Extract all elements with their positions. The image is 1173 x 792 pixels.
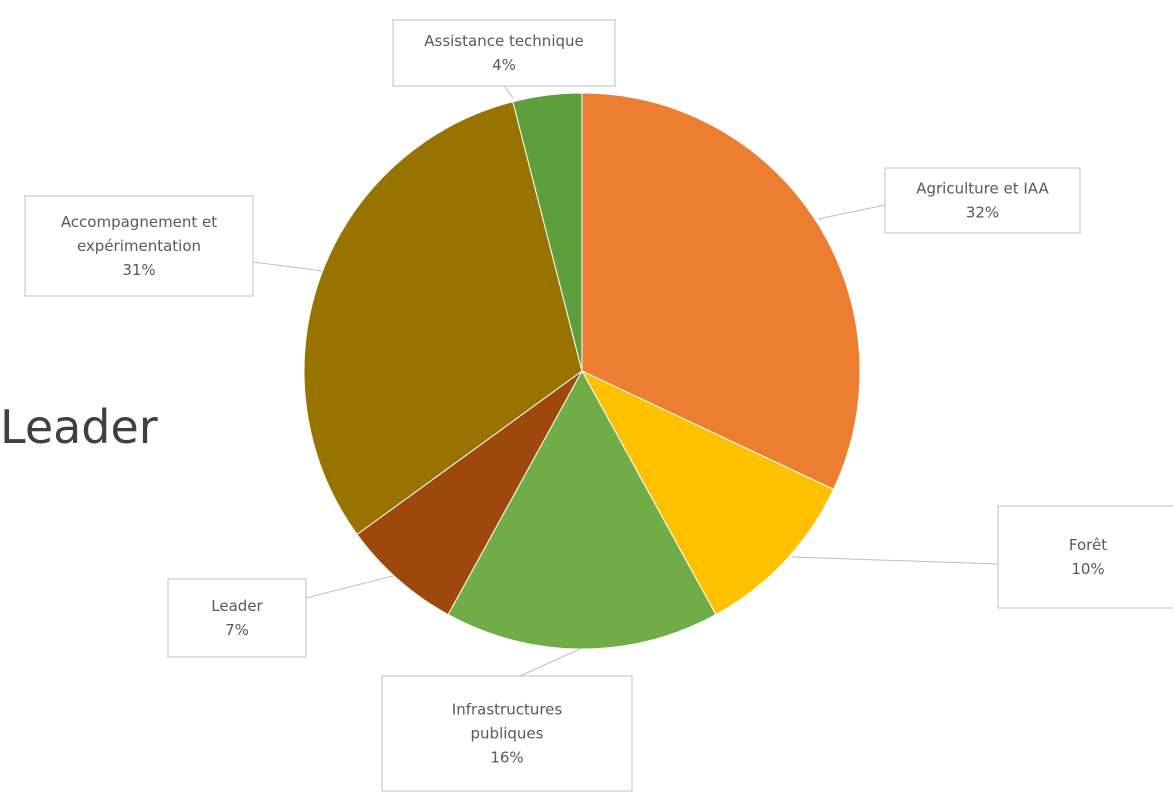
pie-slices [303, 92, 861, 650]
pie-slice-leader [356, 370, 583, 616]
data-label-category: publiques [471, 725, 544, 743]
data-label-value: 32% [966, 204, 999, 222]
data-label-category: Assistance technique [424, 32, 584, 50]
data-label-value: 4% [492, 56, 516, 74]
data-label-foret: Forêt 10% [997, 505, 1173, 609]
data-label-box [884, 167, 1081, 234]
data-label-category: Agriculture et IAA [916, 180, 1049, 198]
data-label-accompagnement-et-experimentation: Accompagnement et expérimentation 31% [24, 195, 254, 297]
data-label-value: 7% [225, 621, 249, 639]
background-title: Leader [0, 400, 158, 454]
data-label-category: expérimentation [77, 237, 201, 255]
pie-slice-agriculture-et-iaa [581, 92, 861, 491]
data-label-value: 16% [490, 749, 523, 767]
leader-line-foret [791, 556, 999, 565]
data-label-value: 31% [122, 261, 155, 279]
pie-slice-foret [580, 369, 835, 616]
data-label-callouts: Agriculture et IAA 32% Forêt 10% Infrastruct… [24, 19, 1173, 792]
data-label-category: Forêt [1069, 536, 1107, 554]
data-label-leader: Leader 7% [167, 578, 307, 658]
leader-line-accompagnement-et-experimentation [252, 261, 323, 272]
leader-line-assistance-technique [503, 85, 514, 99]
data-label-agriculture-et-iaa: Agriculture et IAA 32% [884, 167, 1081, 234]
data-label-infrastructures-publiques: Infrastructures publiques 16% [381, 675, 633, 792]
data-label-box [24, 195, 254, 297]
data-label-box [392, 19, 616, 87]
data-label-category: Leader [211, 597, 263, 615]
pie-slice-infrastructures-publiques [447, 369, 717, 650]
data-label-assistance-technique: Assistance technique 4% [392, 19, 616, 87]
leader-line-leader [305, 575, 394, 599]
data-label-category: Accompagnement et [61, 213, 217, 231]
data-label-box [167, 578, 307, 658]
leader-line-infrastructures-publiques [519, 647, 583, 677]
leader-line-agriculture-et-iaa [817, 204, 886, 220]
pie-slice-assistance-technique [512, 92, 583, 372]
pie-slice-accompagnement-et-experimentation [303, 101, 583, 536]
data-label-box [381, 675, 633, 792]
leader-lines [252, 85, 999, 677]
data-label-category: Infrastructures [452, 701, 563, 719]
data-label-value: 10% [1071, 560, 1104, 578]
data-label-box [997, 505, 1173, 609]
